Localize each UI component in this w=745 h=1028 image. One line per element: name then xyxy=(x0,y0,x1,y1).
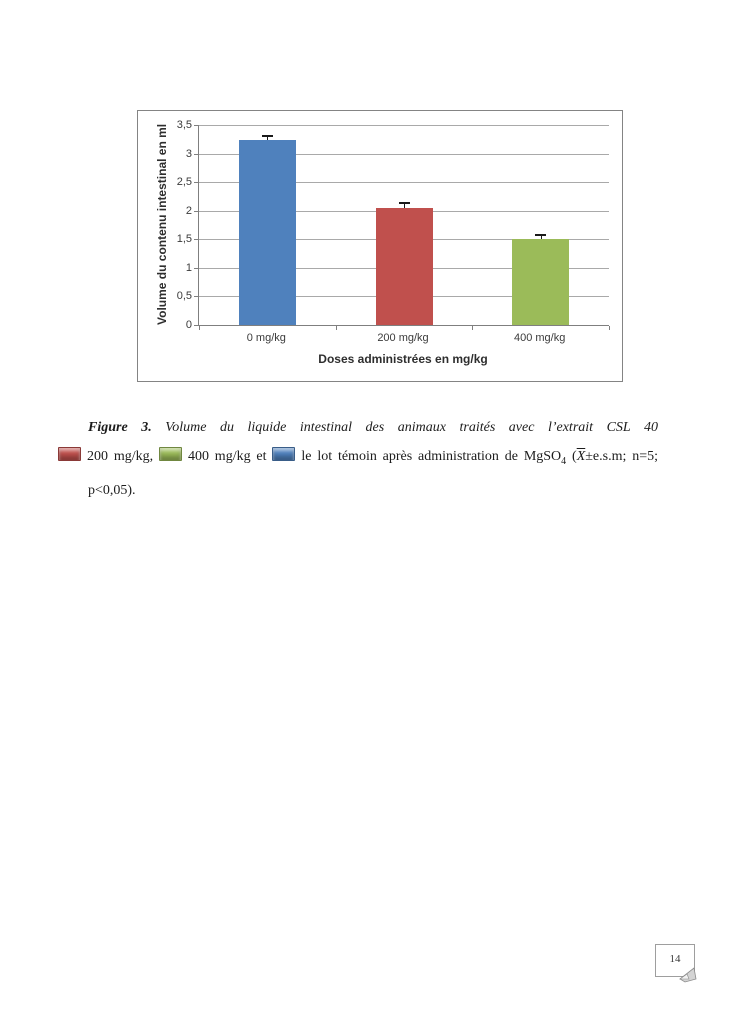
caption-xbar: X xyxy=(576,449,586,464)
gridline xyxy=(199,125,609,126)
bar-0-mg-kg xyxy=(238,140,296,325)
x-tick-mark xyxy=(199,326,200,330)
page-curl-icon xyxy=(679,967,697,983)
bar-200-mg-kg xyxy=(375,207,433,325)
page-number: 14 xyxy=(669,953,681,965)
figure-caption: Figure 3. Volume du liquide intestinal d… xyxy=(58,413,658,505)
caption-line-3: p<0,05). xyxy=(88,482,136,498)
y-tick-label: 0 xyxy=(185,319,192,331)
y-tick-mark xyxy=(194,239,198,241)
legend-swatch-blue-icon xyxy=(272,447,296,461)
mgso4-subscript: 4 xyxy=(561,455,567,467)
y-tick-label: 3,5 xyxy=(176,119,192,131)
y-tick-label: 1 xyxy=(185,261,192,274)
plot-area xyxy=(194,125,610,330)
y-tick-mark xyxy=(194,182,198,184)
y-tick-mark xyxy=(194,210,198,212)
x-category-label: 0 mg/kg xyxy=(246,332,286,344)
error-bar-line xyxy=(540,233,542,240)
bar-400-mg-kg xyxy=(512,239,570,325)
y-tick-label: 1,5 xyxy=(176,233,192,246)
x-axis-title: Doses administrées en mg/kg xyxy=(318,352,488,366)
y-tick-mark xyxy=(194,267,198,269)
gridline xyxy=(199,153,609,155)
gridline xyxy=(199,182,609,184)
figure3-chart: Volume du contenu intestinal en ml 0 0,5 1… xyxy=(137,110,623,382)
y-axis-tick-labels: 0 0,5 1 1,5 2 2,5 3 3,5 xyxy=(150,119,192,331)
figure-label: Figure 3. xyxy=(88,420,152,435)
y-tick-mark xyxy=(194,125,198,126)
x-category-label: 200 mg/kg xyxy=(377,332,429,344)
x-tick-mark xyxy=(472,326,474,330)
caption-line-1: Figure 3. Volume du liquide intestinal d… xyxy=(58,413,658,442)
page-number-box: 14 xyxy=(655,944,697,983)
x-category-label: 400 mg/kg xyxy=(513,332,566,344)
y-tick-mark xyxy=(194,325,198,326)
error-bar-line xyxy=(404,201,405,208)
y-tick-label: 2 xyxy=(185,204,192,217)
y-tick-mark xyxy=(194,153,198,155)
caption-paren-open: ( xyxy=(572,449,577,464)
caption-line-1-text: Volume du liquide intestinal des animaux… xyxy=(165,420,658,435)
caption-seg-temoin: le lot témoin après administration de Mg… xyxy=(301,449,562,464)
caption-line-2: 200 mg/kg, 400 mg/kg et le lot témoin ap… xyxy=(58,442,658,476)
y-tick-label: 2,5 xyxy=(176,176,192,189)
x-tick-mark xyxy=(335,326,337,330)
x-tick-mark xyxy=(609,326,610,330)
caption-seg-200: 200 mg/kg, xyxy=(87,449,154,464)
y-tick-mark xyxy=(194,296,198,298)
legend-swatch-red-icon xyxy=(58,447,81,461)
error-bar-line xyxy=(267,135,269,141)
caption-seg-400: 400 mg/kg et xyxy=(187,449,267,464)
caption-seg-stats: ±e.s.m; n=5; xyxy=(585,449,659,464)
x-category-labels: 0 mg/kg 200 mg/kg 400 mg/kg xyxy=(198,332,608,348)
y-tick-label: 3 xyxy=(185,147,192,160)
legend-swatch-green-icon xyxy=(158,447,182,461)
y-tick-label: 0,5 xyxy=(176,290,192,303)
